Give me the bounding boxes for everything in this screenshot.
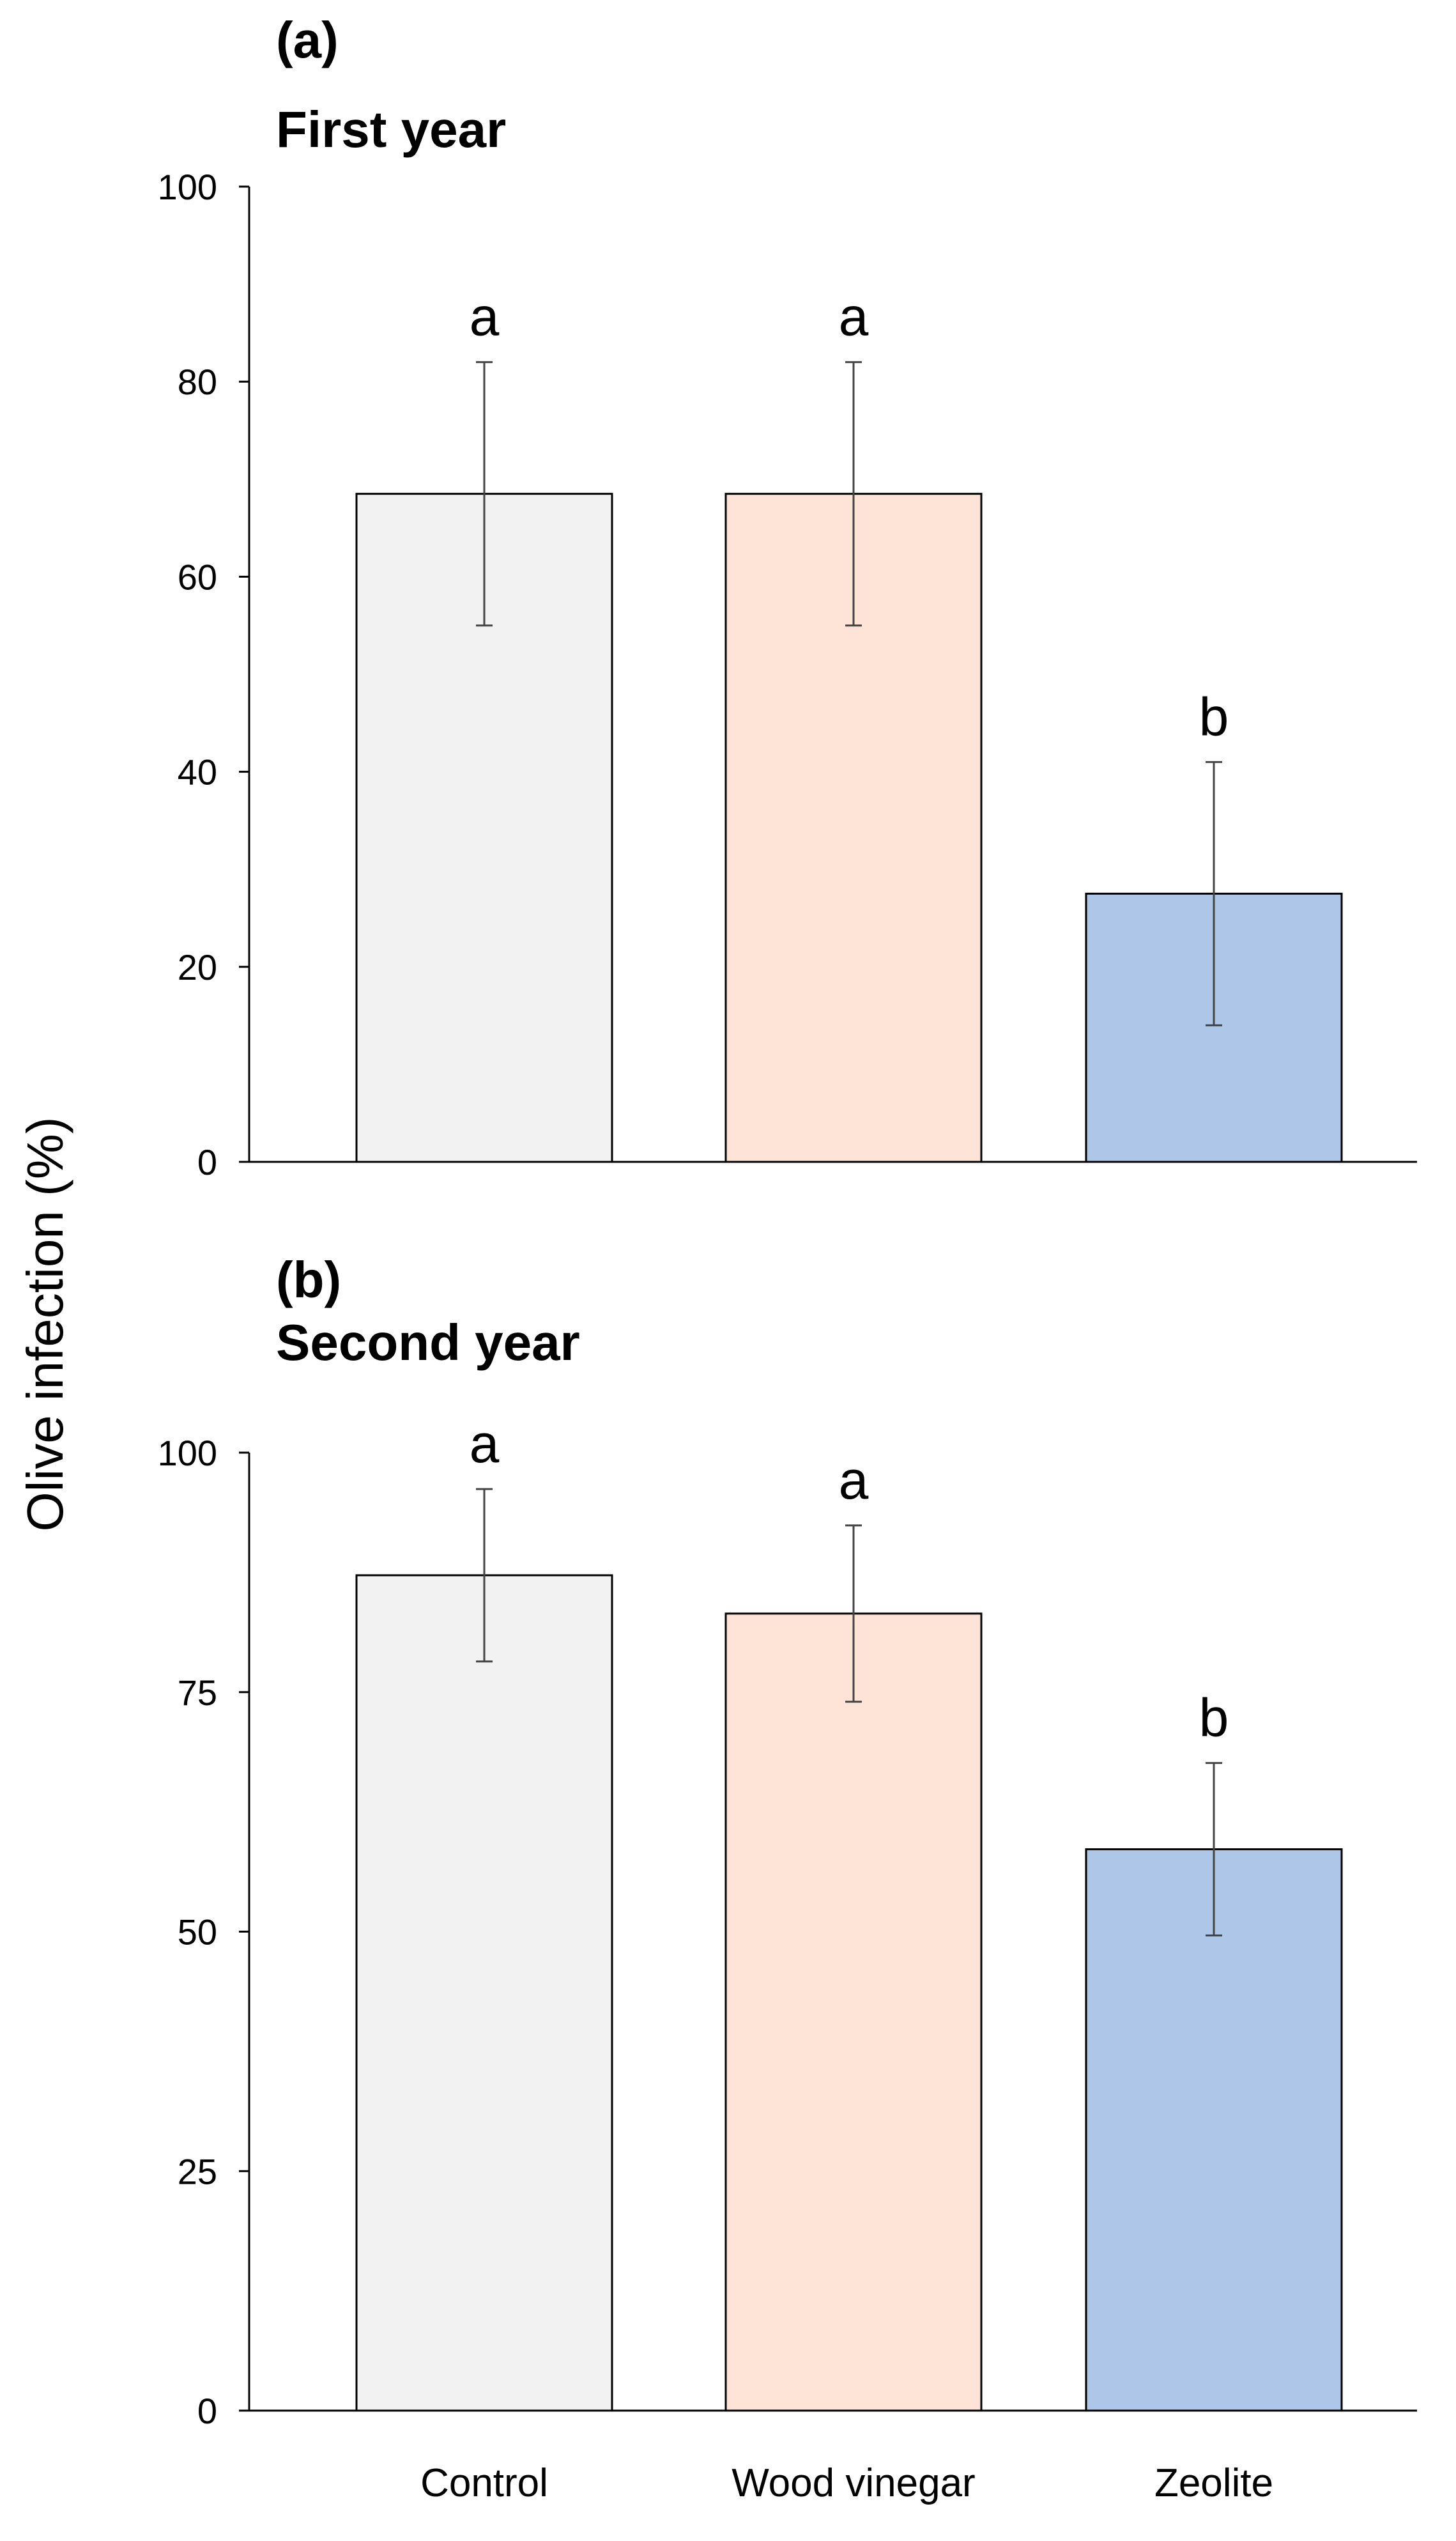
y-tick-label: 60 <box>178 557 217 597</box>
error-bar <box>476 1488 493 1663</box>
error-bar <box>845 1524 862 1703</box>
x-category-label: Control <box>420 2461 548 2505</box>
significance-letter: a <box>470 1414 500 1474</box>
panel-second-year: (b) Second year a a b 0 25 50 75 100 <box>158 1251 1417 2431</box>
significance-letter: b <box>1199 1688 1229 1748</box>
panel-label: (b) <box>276 1251 341 1308</box>
y-axis-title: Olive infection (%) <box>17 1116 73 1531</box>
panel-label: (a) <box>276 12 339 68</box>
error-bar <box>476 361 493 627</box>
x-category-label: Wood vinegar <box>732 2461 975 2505</box>
y-tick-label: 20 <box>178 947 217 987</box>
x-axis-category-labels: Control Wood vinegar Zeolite <box>420 2461 1273 2505</box>
bar-control <box>355 1574 613 2412</box>
panel-title: Second year <box>276 1314 580 1371</box>
y-tick-label: 0 <box>197 1142 217 1182</box>
y-tick-label: 0 <box>197 2391 217 2431</box>
error-bar <box>1206 761 1222 1026</box>
significance-letter: b <box>1199 686 1229 746</box>
y-tick-label: 75 <box>178 1672 217 1713</box>
y-tick-label: 100 <box>158 167 217 207</box>
y-tick-label: 80 <box>178 362 217 402</box>
y-tick-label: 40 <box>178 752 217 792</box>
x-category-label: Zeolite <box>1154 2461 1273 2505</box>
y-tick-label: 50 <box>178 1912 217 1952</box>
bar-wood-vinegar <box>724 1612 983 2412</box>
y-tick-label: 100 <box>158 1433 217 1473</box>
significance-letter: a <box>839 1450 869 1510</box>
panel-first-year: (a) First year a a b 0 20 40 60 80 100 <box>158 12 1417 1182</box>
bar-zeolite <box>1085 1848 1343 2412</box>
error-bar <box>1206 1762 1222 1936</box>
significance-letter: a <box>839 287 869 347</box>
y-tick-label: 25 <box>178 2151 217 2191</box>
significance-letter: a <box>470 287 500 347</box>
error-bar <box>845 361 862 627</box>
panel-title: First year <box>276 101 506 158</box>
